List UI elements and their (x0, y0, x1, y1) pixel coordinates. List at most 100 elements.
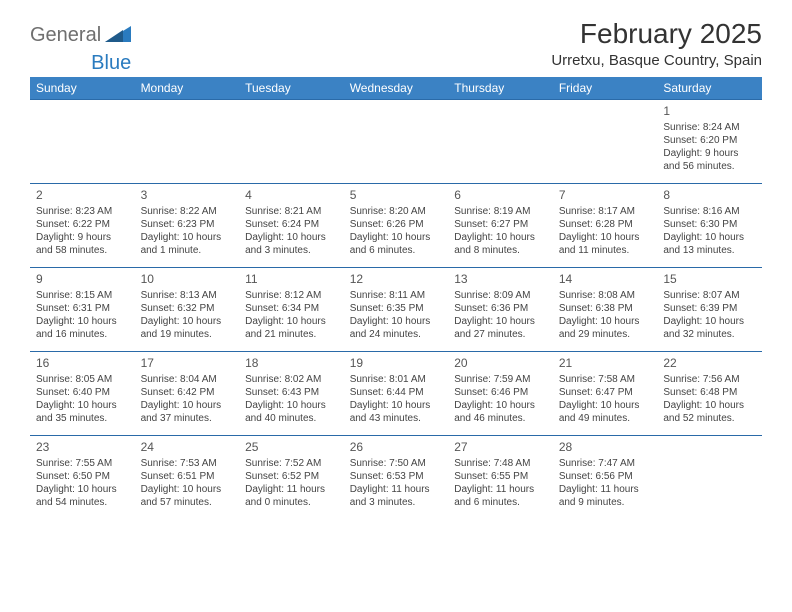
day-detail: and 37 minutes. (141, 412, 234, 425)
calendar-cell: 1Sunrise: 8:24 AMSunset: 6:20 PMDaylight… (657, 100, 762, 184)
day-number: 2 (36, 188, 129, 204)
logo: General Blue (30, 18, 133, 47)
day-detail: Sunrise: 7:50 AM (350, 457, 443, 470)
day-detail: and 1 minute. (141, 244, 234, 257)
day-detail: and 57 minutes. (141, 496, 234, 509)
day-detail: Sunset: 6:20 PM (663, 134, 756, 147)
day-detail: Daylight: 10 hours (141, 231, 234, 244)
day-detail: and 56 minutes. (663, 160, 756, 173)
day-header: Wednesday (344, 77, 449, 100)
day-detail: Sunrise: 7:56 AM (663, 373, 756, 386)
day-detail: and 58 minutes. (36, 244, 129, 257)
day-detail: Daylight: 10 hours (245, 399, 338, 412)
calendar-cell: 19Sunrise: 8:01 AMSunset: 6:44 PMDayligh… (344, 352, 449, 436)
day-number: 22 (663, 356, 756, 372)
day-detail: Daylight: 10 hours (454, 231, 547, 244)
day-detail: and 54 minutes. (36, 496, 129, 509)
day-detail: Sunrise: 8:07 AM (663, 289, 756, 302)
day-detail: Daylight: 10 hours (350, 315, 443, 328)
day-detail: Sunset: 6:55 PM (454, 470, 547, 483)
day-detail: Sunset: 6:56 PM (559, 470, 652, 483)
day-detail: Sunset: 6:22 PM (36, 218, 129, 231)
day-detail: and 52 minutes. (663, 412, 756, 425)
day-detail: Sunset: 6:38 PM (559, 302, 652, 315)
day-detail: Daylight: 10 hours (559, 315, 652, 328)
day-detail: Daylight: 11 hours (559, 483, 652, 496)
calendar-cell: 16Sunrise: 8:05 AMSunset: 6:40 PMDayligh… (30, 352, 135, 436)
calendar-cell (344, 100, 449, 184)
day-detail: Sunset: 6:47 PM (559, 386, 652, 399)
day-detail: Daylight: 10 hours (350, 399, 443, 412)
day-detail: Sunset: 6:23 PM (141, 218, 234, 231)
day-detail: Daylight: 10 hours (245, 231, 338, 244)
day-detail: Sunrise: 8:11 AM (350, 289, 443, 302)
calendar-cell: 8Sunrise: 8:16 AMSunset: 6:30 PMDaylight… (657, 184, 762, 268)
day-header: Monday (135, 77, 240, 100)
day-detail: Sunrise: 7:53 AM (141, 457, 234, 470)
day-detail: Sunrise: 8:12 AM (245, 289, 338, 302)
day-number: 11 (245, 272, 338, 288)
day-detail: and 29 minutes. (559, 328, 652, 341)
day-detail: Sunrise: 7:48 AM (454, 457, 547, 470)
day-detail: Daylight: 10 hours (454, 315, 547, 328)
calendar-cell: 23Sunrise: 7:55 AMSunset: 6:50 PMDayligh… (30, 436, 135, 520)
day-header: Friday (553, 77, 658, 100)
page-subtitle: Urretxu, Basque Country, Spain (551, 52, 762, 69)
day-detail: Daylight: 11 hours (350, 483, 443, 496)
day-detail: and 21 minutes. (245, 328, 338, 341)
day-number: 8 (663, 188, 756, 204)
day-detail: Sunset: 6:31 PM (36, 302, 129, 315)
calendar-cell: 3Sunrise: 8:22 AMSunset: 6:23 PMDaylight… (135, 184, 240, 268)
calendar-week: 2Sunrise: 8:23 AMSunset: 6:22 PMDaylight… (30, 184, 762, 268)
day-detail: Sunrise: 8:04 AM (141, 373, 234, 386)
calendar-week: 1Sunrise: 8:24 AMSunset: 6:20 PMDaylight… (30, 100, 762, 184)
calendar-cell: 13Sunrise: 8:09 AMSunset: 6:36 PMDayligh… (448, 268, 553, 352)
day-number: 28 (559, 440, 652, 456)
day-detail: Sunrise: 8:22 AM (141, 205, 234, 218)
day-detail: Sunrise: 8:13 AM (141, 289, 234, 302)
day-number: 7 (559, 188, 652, 204)
day-header: Tuesday (239, 77, 344, 100)
day-detail: Sunset: 6:44 PM (350, 386, 443, 399)
day-number: 16 (36, 356, 129, 372)
day-detail: and 0 minutes. (245, 496, 338, 509)
day-detail: Sunrise: 8:21 AM (245, 205, 338, 218)
calendar-cell: 25Sunrise: 7:52 AMSunset: 6:52 PMDayligh… (239, 436, 344, 520)
day-detail: Sunset: 6:35 PM (350, 302, 443, 315)
day-number: 9 (36, 272, 129, 288)
day-detail: Daylight: 10 hours (559, 399, 652, 412)
day-detail: Daylight: 10 hours (350, 231, 443, 244)
calendar-cell (553, 100, 658, 184)
calendar-cell: 7Sunrise: 8:17 AMSunset: 6:28 PMDaylight… (553, 184, 658, 268)
day-number: 3 (141, 188, 234, 204)
day-header: Saturday (657, 77, 762, 100)
day-detail: Sunrise: 8:05 AM (36, 373, 129, 386)
day-number: 10 (141, 272, 234, 288)
day-detail: and 16 minutes. (36, 328, 129, 341)
day-detail: and 8 minutes. (454, 244, 547, 257)
day-detail: and 13 minutes. (663, 244, 756, 257)
day-number: 23 (36, 440, 129, 456)
day-detail: and 19 minutes. (141, 328, 234, 341)
calendar-body: 1Sunrise: 8:24 AMSunset: 6:20 PMDaylight… (30, 100, 762, 520)
calendar-cell: 21Sunrise: 7:58 AMSunset: 6:47 PMDayligh… (553, 352, 658, 436)
day-number: 17 (141, 356, 234, 372)
day-detail: and 43 minutes. (350, 412, 443, 425)
day-detail: and 3 minutes. (350, 496, 443, 509)
calendar-cell: 27Sunrise: 7:48 AMSunset: 6:55 PMDayligh… (448, 436, 553, 520)
day-number: 5 (350, 188, 443, 204)
day-detail: Sunrise: 8:09 AM (454, 289, 547, 302)
day-number: 13 (454, 272, 547, 288)
calendar-cell: 4Sunrise: 8:21 AMSunset: 6:24 PMDaylight… (239, 184, 344, 268)
day-detail: Daylight: 10 hours (141, 483, 234, 496)
calendar-cell: 9Sunrise: 8:15 AMSunset: 6:31 PMDaylight… (30, 268, 135, 352)
calendar-week: 16Sunrise: 8:05 AMSunset: 6:40 PMDayligh… (30, 352, 762, 436)
calendar-cell (657, 436, 762, 520)
calendar-page: General Blue February 2025 Urretxu, Basq… (0, 0, 792, 534)
day-header: Thursday (448, 77, 553, 100)
calendar-cell: 11Sunrise: 8:12 AMSunset: 6:34 PMDayligh… (239, 268, 344, 352)
day-number: 4 (245, 188, 338, 204)
day-detail: Daylight: 11 hours (245, 483, 338, 496)
calendar-cell: 5Sunrise: 8:20 AMSunset: 6:26 PMDaylight… (344, 184, 449, 268)
calendar-table: Sunday Monday Tuesday Wednesday Thursday… (30, 77, 762, 520)
